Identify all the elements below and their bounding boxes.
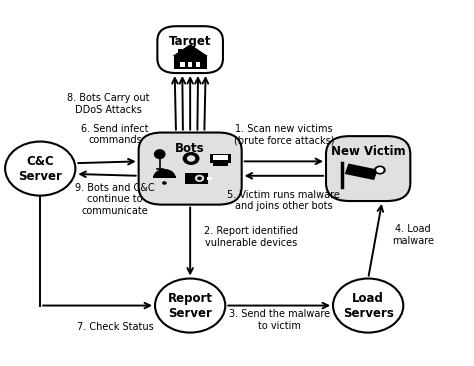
Bar (207, 177, 212, 180)
Text: New Victim: New Victim (331, 145, 405, 158)
FancyBboxPatch shape (326, 136, 410, 201)
Polygon shape (173, 44, 208, 56)
Bar (153, 176, 176, 178)
Bar (180, 62, 184, 67)
Bar (207, 177, 212, 180)
Circle shape (5, 142, 75, 195)
Text: C&C
Server: C&C Server (18, 154, 62, 183)
Circle shape (197, 176, 202, 180)
Text: 4. Load
malware: 4. Load malware (392, 224, 434, 246)
Bar (187, 161, 195, 164)
Bar (345, 164, 378, 180)
Text: 1. Scan new victims
(brute force attacks): 1. Scan new victims (brute force attacks… (234, 124, 334, 145)
Bar (178, 49, 182, 56)
Text: 9. Bots and C&C
continue to
communicate: 9. Bots and C&C continue to communicate (75, 183, 155, 216)
Text: 2. Report identified
vulnerable devices: 2. Report identified vulnerable devices (204, 226, 298, 248)
Circle shape (333, 279, 403, 333)
Bar (185, 173, 208, 184)
Text: Bots: Bots (175, 142, 205, 154)
Ellipse shape (154, 149, 165, 159)
Circle shape (182, 152, 200, 165)
Text: 7. Check Status: 7. Check Status (77, 322, 154, 332)
FancyBboxPatch shape (138, 132, 242, 205)
Bar (216, 158, 225, 159)
Circle shape (187, 155, 195, 162)
Bar (174, 55, 207, 70)
Ellipse shape (376, 167, 383, 173)
Circle shape (155, 279, 225, 333)
Text: Load
Servers: Load Servers (343, 292, 393, 320)
FancyBboxPatch shape (157, 26, 223, 73)
Circle shape (162, 181, 167, 185)
Bar (213, 163, 228, 166)
Bar (188, 62, 192, 67)
Circle shape (195, 175, 204, 182)
Wedge shape (153, 169, 176, 178)
Bar (185, 51, 189, 56)
Bar (207, 177, 212, 180)
Bar (213, 155, 228, 160)
Bar (210, 154, 231, 163)
Text: 6. Send infect
commands: 6. Send infect commands (82, 124, 149, 145)
Text: 3. Send the malware
to victim: 3. Send the malware to victim (228, 309, 330, 331)
Ellipse shape (374, 165, 386, 175)
Text: 5. Victim runs malware
and joins other bots: 5. Victim runs malware and joins other b… (228, 190, 340, 211)
Text: Target: Target (169, 35, 211, 48)
Bar (196, 62, 201, 67)
Text: Report
Server: Report Server (168, 292, 213, 320)
Text: 8. Bots Carry out
DDoS Attacks: 8. Bots Carry out DDoS Attacks (67, 93, 149, 115)
